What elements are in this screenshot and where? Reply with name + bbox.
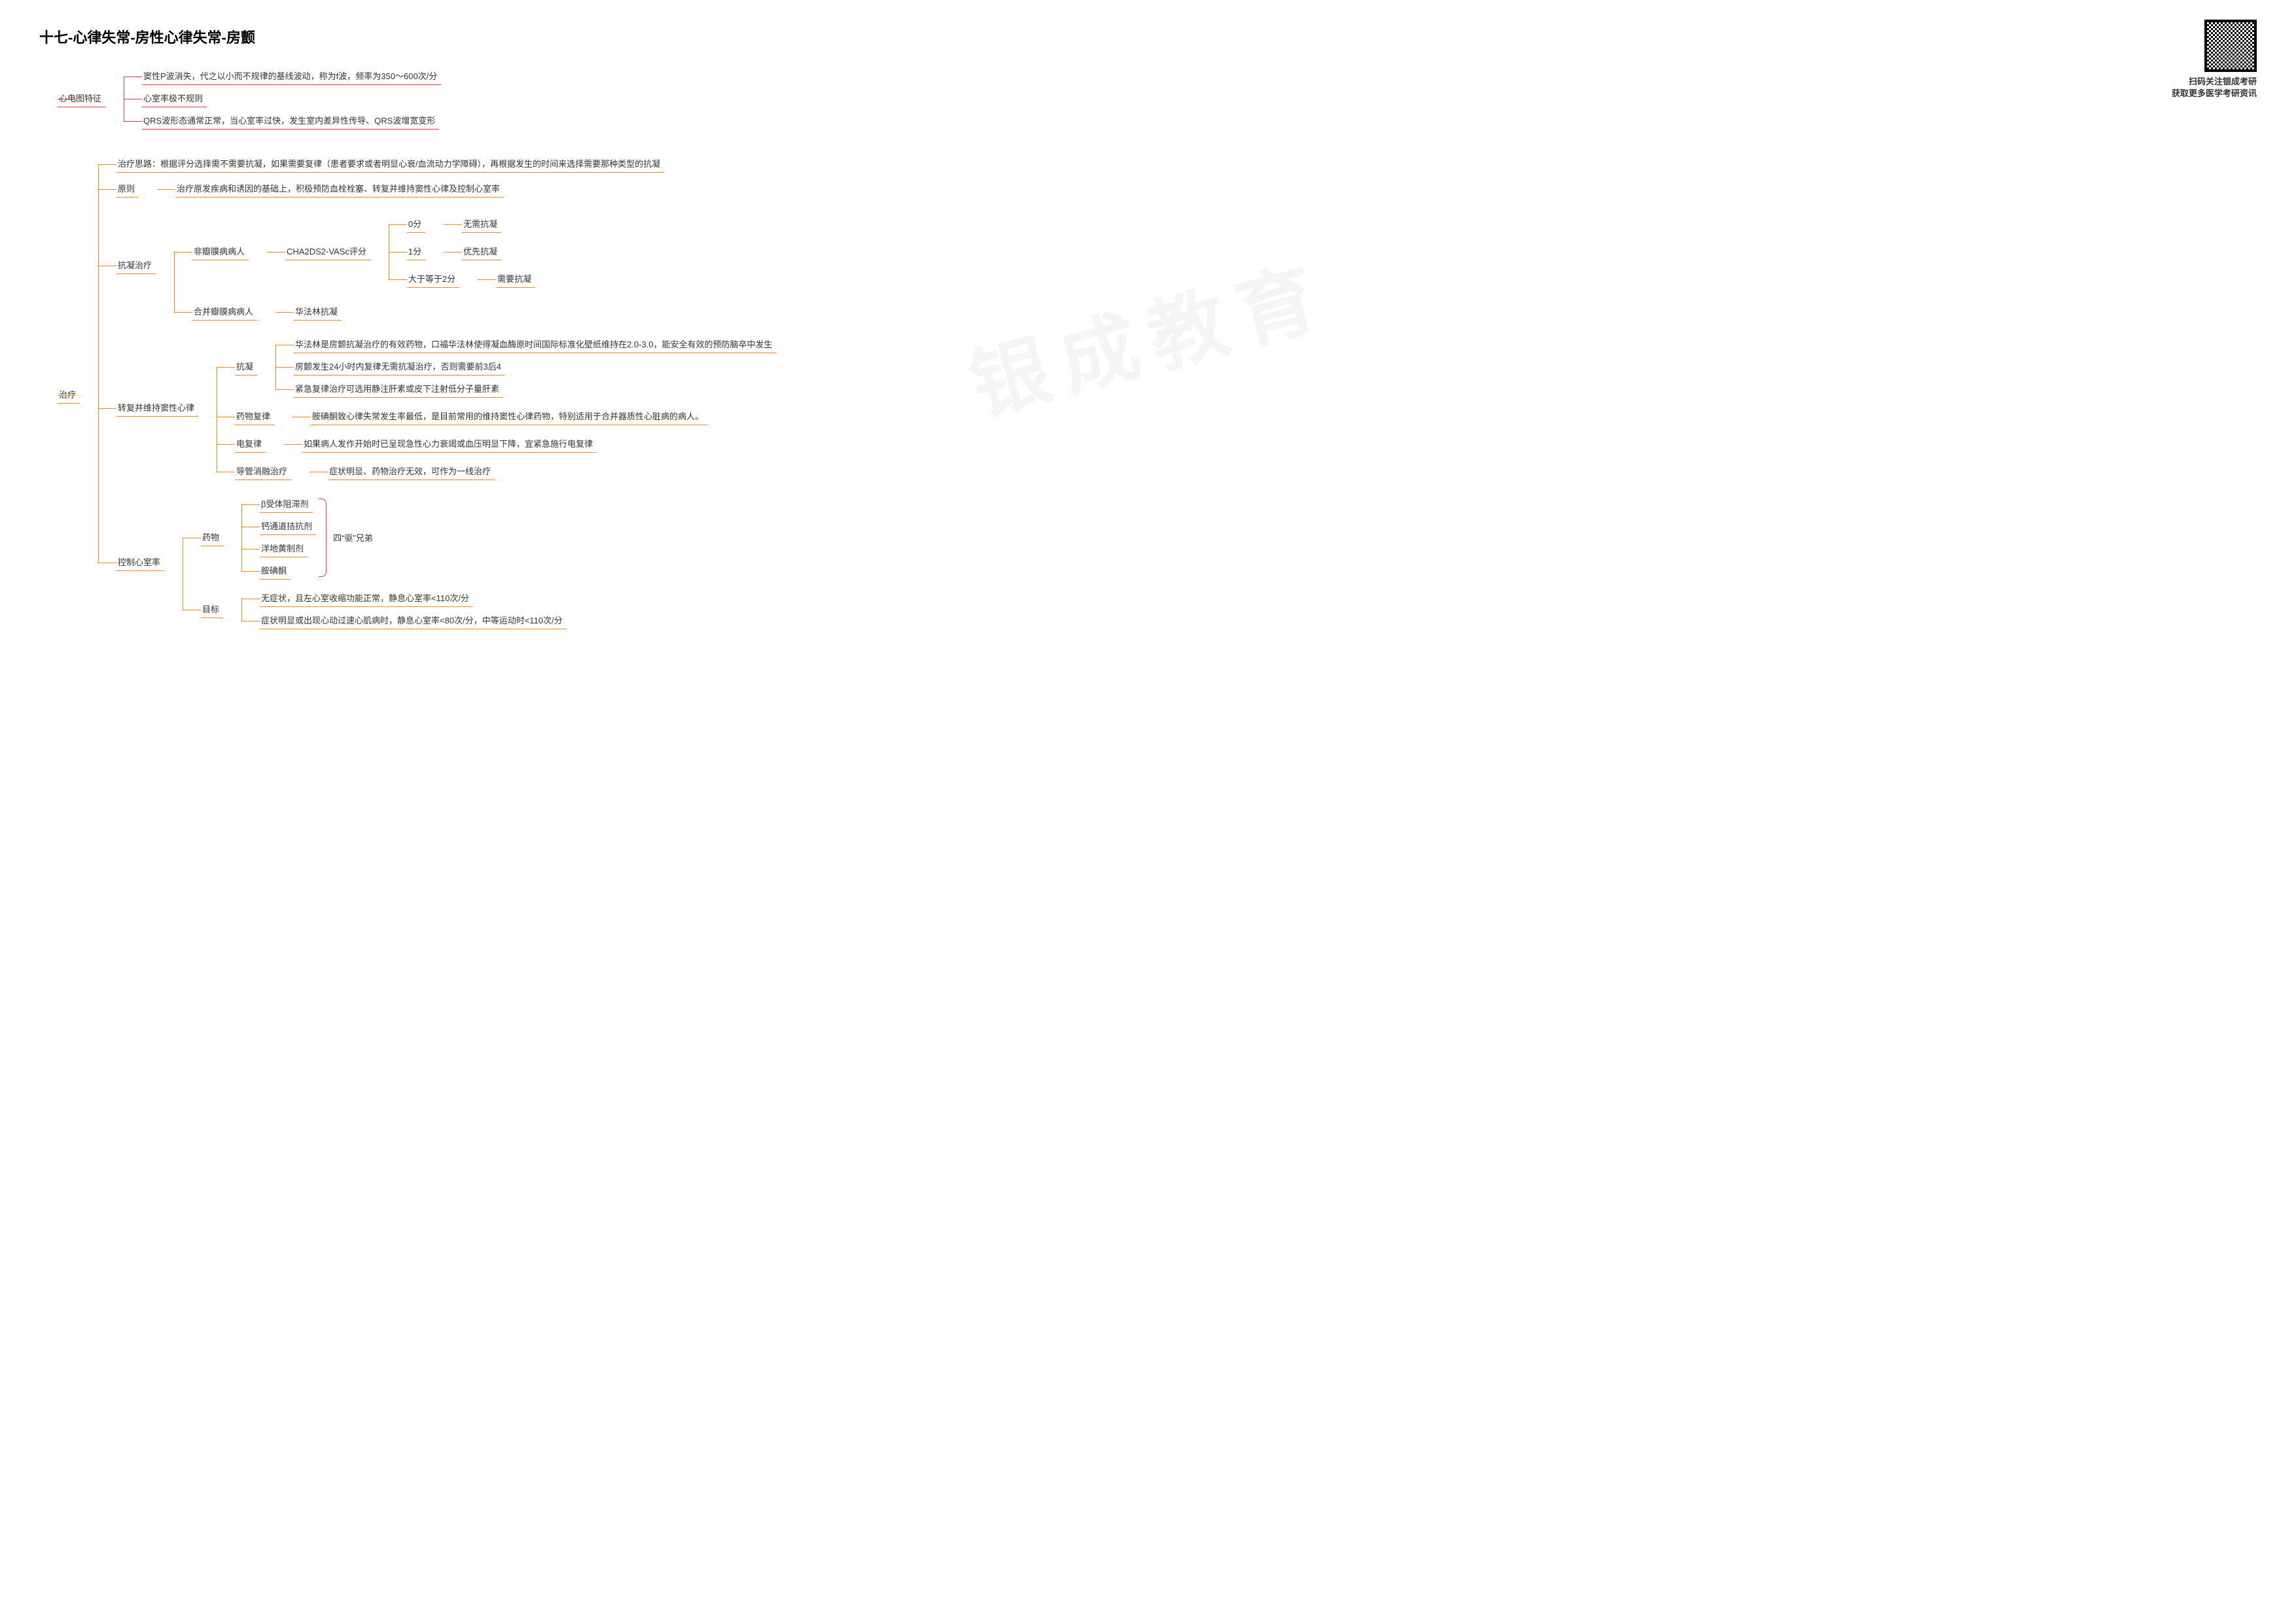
ecg-item-2: QRS波形态通常正常，当心室率过快，发生室内差异性传导、QRS波增宽变形 xyxy=(142,113,439,130)
cv-ac-2: 紧急复律治疗可选用静注肝素或皮下注射低分子量肝素 xyxy=(294,381,503,398)
cv-drug: 药物复律 xyxy=(235,408,274,425)
cv-elec-text: 如果病人发作开始时已呈现急性心力衰竭或血压明显下降，宜紧急施行电复律 xyxy=(302,436,597,453)
score-1k: 1分 xyxy=(407,243,425,260)
score-0k: 0分 xyxy=(407,216,425,233)
score-0v: 无需抗凝 xyxy=(462,216,501,233)
bracket-icon xyxy=(319,498,327,577)
tx-principle-text: 治疗原发疾病和诱因的基础上，积极预防血栓栓塞、转复并维持窦性心律及控制心室率 xyxy=(175,181,504,198)
tx-rate: 控制心室率 xyxy=(116,554,164,571)
tx-thought: 治疗思路：根据评分选择需不需要抗凝，如果需要复律（患者要求或者明显心衰/血流动力… xyxy=(116,156,664,173)
ac-score: CHA2DS2-VASc评分 xyxy=(285,243,370,260)
tx-principle: 原则 xyxy=(116,181,139,198)
tx-convert: 转复并维持窦性心律 xyxy=(116,400,198,417)
rate-drug-0: β受体阻滞剂 xyxy=(260,496,312,513)
page-title: 十七-心律失常-房性心律失常-房颤 xyxy=(39,26,2257,47)
cv-elec: 电复律 xyxy=(235,436,266,453)
cv-ac-1: 房颤发生24小时内复律无需抗凝治疗，否则需要前3后4 xyxy=(294,358,505,375)
score-1v: 优先抗凝 xyxy=(462,243,501,260)
rate-drugs-note: 四“驱”兄弟 xyxy=(332,530,377,546)
rate-drug-2: 洋地黄制剂 xyxy=(260,540,308,557)
rate-target: 目标 xyxy=(201,601,223,618)
mindmap: 心电图特征 窦性P波消失，代之以小而不规律的基线波动，称为f波，频率为350～6… xyxy=(39,60,2257,642)
node-tx: 治疗 xyxy=(58,387,80,404)
node-ecg: 心电图特征 xyxy=(58,90,105,107)
ac-valv-text: 华法林抗凝 xyxy=(294,304,342,321)
ac-valv: 合并瓣膜病病人 xyxy=(192,304,257,321)
rate-target-0: 无症状，且左心室收缩功能正常，静息心室率<110次/分 xyxy=(260,590,473,607)
rate-drug-3: 胺碘酮 xyxy=(260,563,291,580)
rate-drugs: 药物 xyxy=(201,529,223,546)
cv-abl: 导管消融治疗 xyxy=(235,463,291,480)
score-2v: 需要抗凝 xyxy=(496,271,535,288)
ecg-item-0: 窦性P波消失，代之以小而不规律的基线波动，称为f波，频率为350～600次/分 xyxy=(142,68,441,85)
rate-drug-1: 钙通道拮抗剂 xyxy=(260,518,316,535)
cv-drug-text: 胺碘酮致心律失常发生率最低，是目前常用的维持窦性心律药物，特别适用于合并器质性心… xyxy=(311,408,707,425)
ac-nonvalv: 非瓣膜病病人 xyxy=(192,243,249,260)
cv-abl-text: 症状明显、药物治疗无效，可作为一线治疗 xyxy=(328,463,495,480)
cv-ac: 抗凝 xyxy=(235,358,257,375)
cv-ac-0: 华法林是房颤抗凝治疗的有效药物，口福华法林使得凝血酶原时间国际标准化壁纸维持在2… xyxy=(294,336,776,353)
score-2k: 大于等于2分 xyxy=(407,271,459,288)
rate-target-1: 症状明显或出现心动过速心肌病时，静息心室率<80次/分，中等运动时<110次/分 xyxy=(260,612,567,629)
tx-anticoag: 抗凝治疗 xyxy=(116,257,156,274)
ecg-item-1: 心室率极不规则 xyxy=(142,90,207,107)
